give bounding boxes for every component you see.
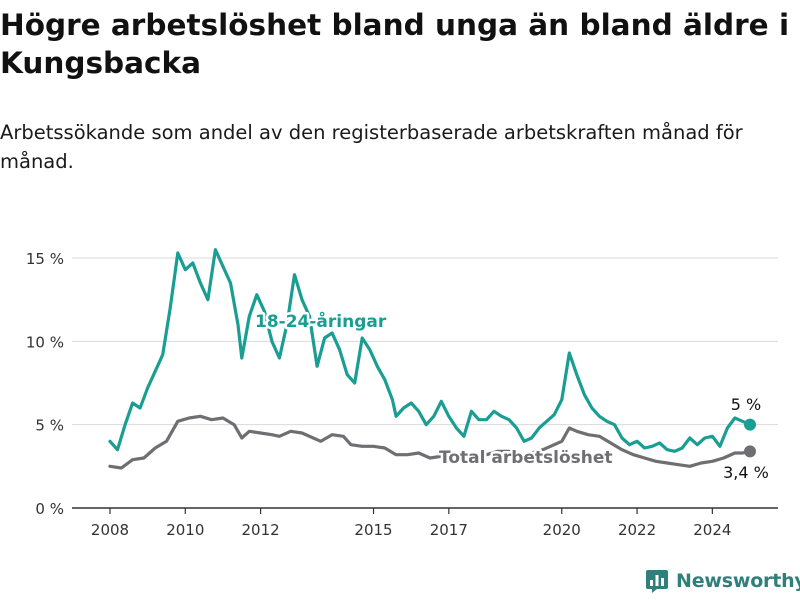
newsworthy-logo: Newsworthy	[644, 566, 800, 596]
x-tick-label: 2012	[241, 521, 279, 539]
chart-subtitle: Arbetssökande som andel av den registerb…	[0, 121, 743, 173]
x-tick-label: 2015	[354, 521, 392, 539]
x-tick-label: 2020	[543, 521, 581, 539]
bar-chart-icon	[646, 570, 668, 593]
end-value-total-halo: 3,4 %	[723, 463, 769, 482]
y-tick-label: 15 %	[26, 250, 64, 268]
axes: 0 % 5 % 10 % 15 % 2008 2010 2012 2015 2017 2020 20…	[26, 250, 778, 539]
series-line-youth	[108, 248, 752, 453]
brand-name: Newsworthy	[676, 570, 800, 592]
series-lines	[108, 248, 756, 470]
end-value-youth: 5 %	[731, 395, 761, 414]
y-tick-label: 0 %	[35, 500, 64, 518]
series-endpoint-total	[744, 445, 756, 458]
gridlines	[72, 257, 778, 426]
series-label-total: Total arbetslöshet	[439, 448, 613, 468]
y-tick-label: 10 %	[26, 333, 64, 351]
x-tick-label: 2008	[91, 521, 129, 539]
series-label-total-halo: Total arbetslöshet	[439, 448, 613, 468]
end-value-total: 3,4 %	[723, 463, 769, 482]
chart-title: Högre arbetslöshet bland unga än bland ä…	[0, 8, 790, 80]
series-line-total	[108, 414, 752, 470]
end-value-youth-halo: 5 %	[731, 395, 761, 414]
x-tick-label: 2010	[166, 521, 204, 539]
series-endpoint-youth	[744, 418, 756, 431]
x-tick-label: 2017	[430, 521, 468, 539]
x-tick-label: 2024	[693, 521, 731, 539]
x-tick-label: 2022	[618, 521, 656, 539]
series-label-youth: 18-24-åringar	[255, 310, 387, 332]
series-label-youth-halo: 18-24-åringar	[255, 310, 387, 332]
y-tick-label: 5 %	[35, 417, 64, 435]
